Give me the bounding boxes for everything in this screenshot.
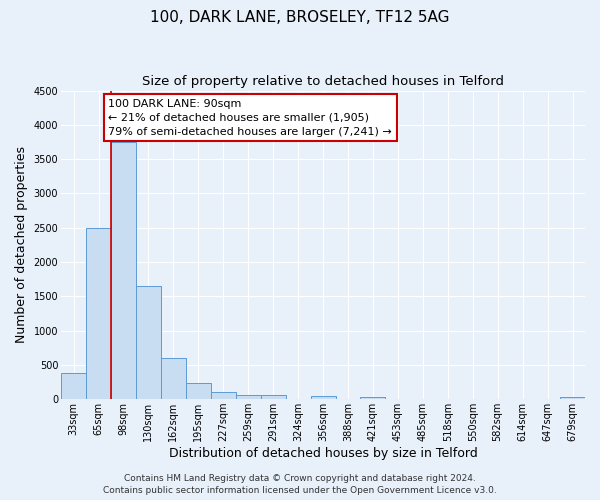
- Bar: [260, 395, 286, 399]
- Bar: [136, 286, 161, 399]
- Bar: [111, 142, 136, 399]
- Text: Contains HM Land Registry data © Crown copyright and database right 2024.
Contai: Contains HM Land Registry data © Crown c…: [103, 474, 497, 495]
- Bar: [560, 397, 585, 399]
- Title: Size of property relative to detached houses in Telford: Size of property relative to detached ho…: [142, 75, 504, 88]
- Bar: [236, 395, 260, 399]
- X-axis label: Distribution of detached houses by size in Telford: Distribution of detached houses by size …: [169, 447, 478, 460]
- Bar: [211, 392, 236, 399]
- Bar: [186, 382, 211, 399]
- Y-axis label: Number of detached properties: Number of detached properties: [15, 146, 28, 344]
- Bar: [161, 358, 186, 399]
- Text: 100, DARK LANE, BROSELEY, TF12 5AG: 100, DARK LANE, BROSELEY, TF12 5AG: [150, 10, 450, 25]
- Bar: [361, 397, 385, 399]
- Bar: [86, 228, 111, 399]
- Text: 100 DARK LANE: 90sqm
← 21% of detached houses are smaller (1,905)
79% of semi-de: 100 DARK LANE: 90sqm ← 21% of detached h…: [109, 99, 392, 137]
- Bar: [311, 396, 335, 399]
- Bar: [61, 374, 86, 399]
